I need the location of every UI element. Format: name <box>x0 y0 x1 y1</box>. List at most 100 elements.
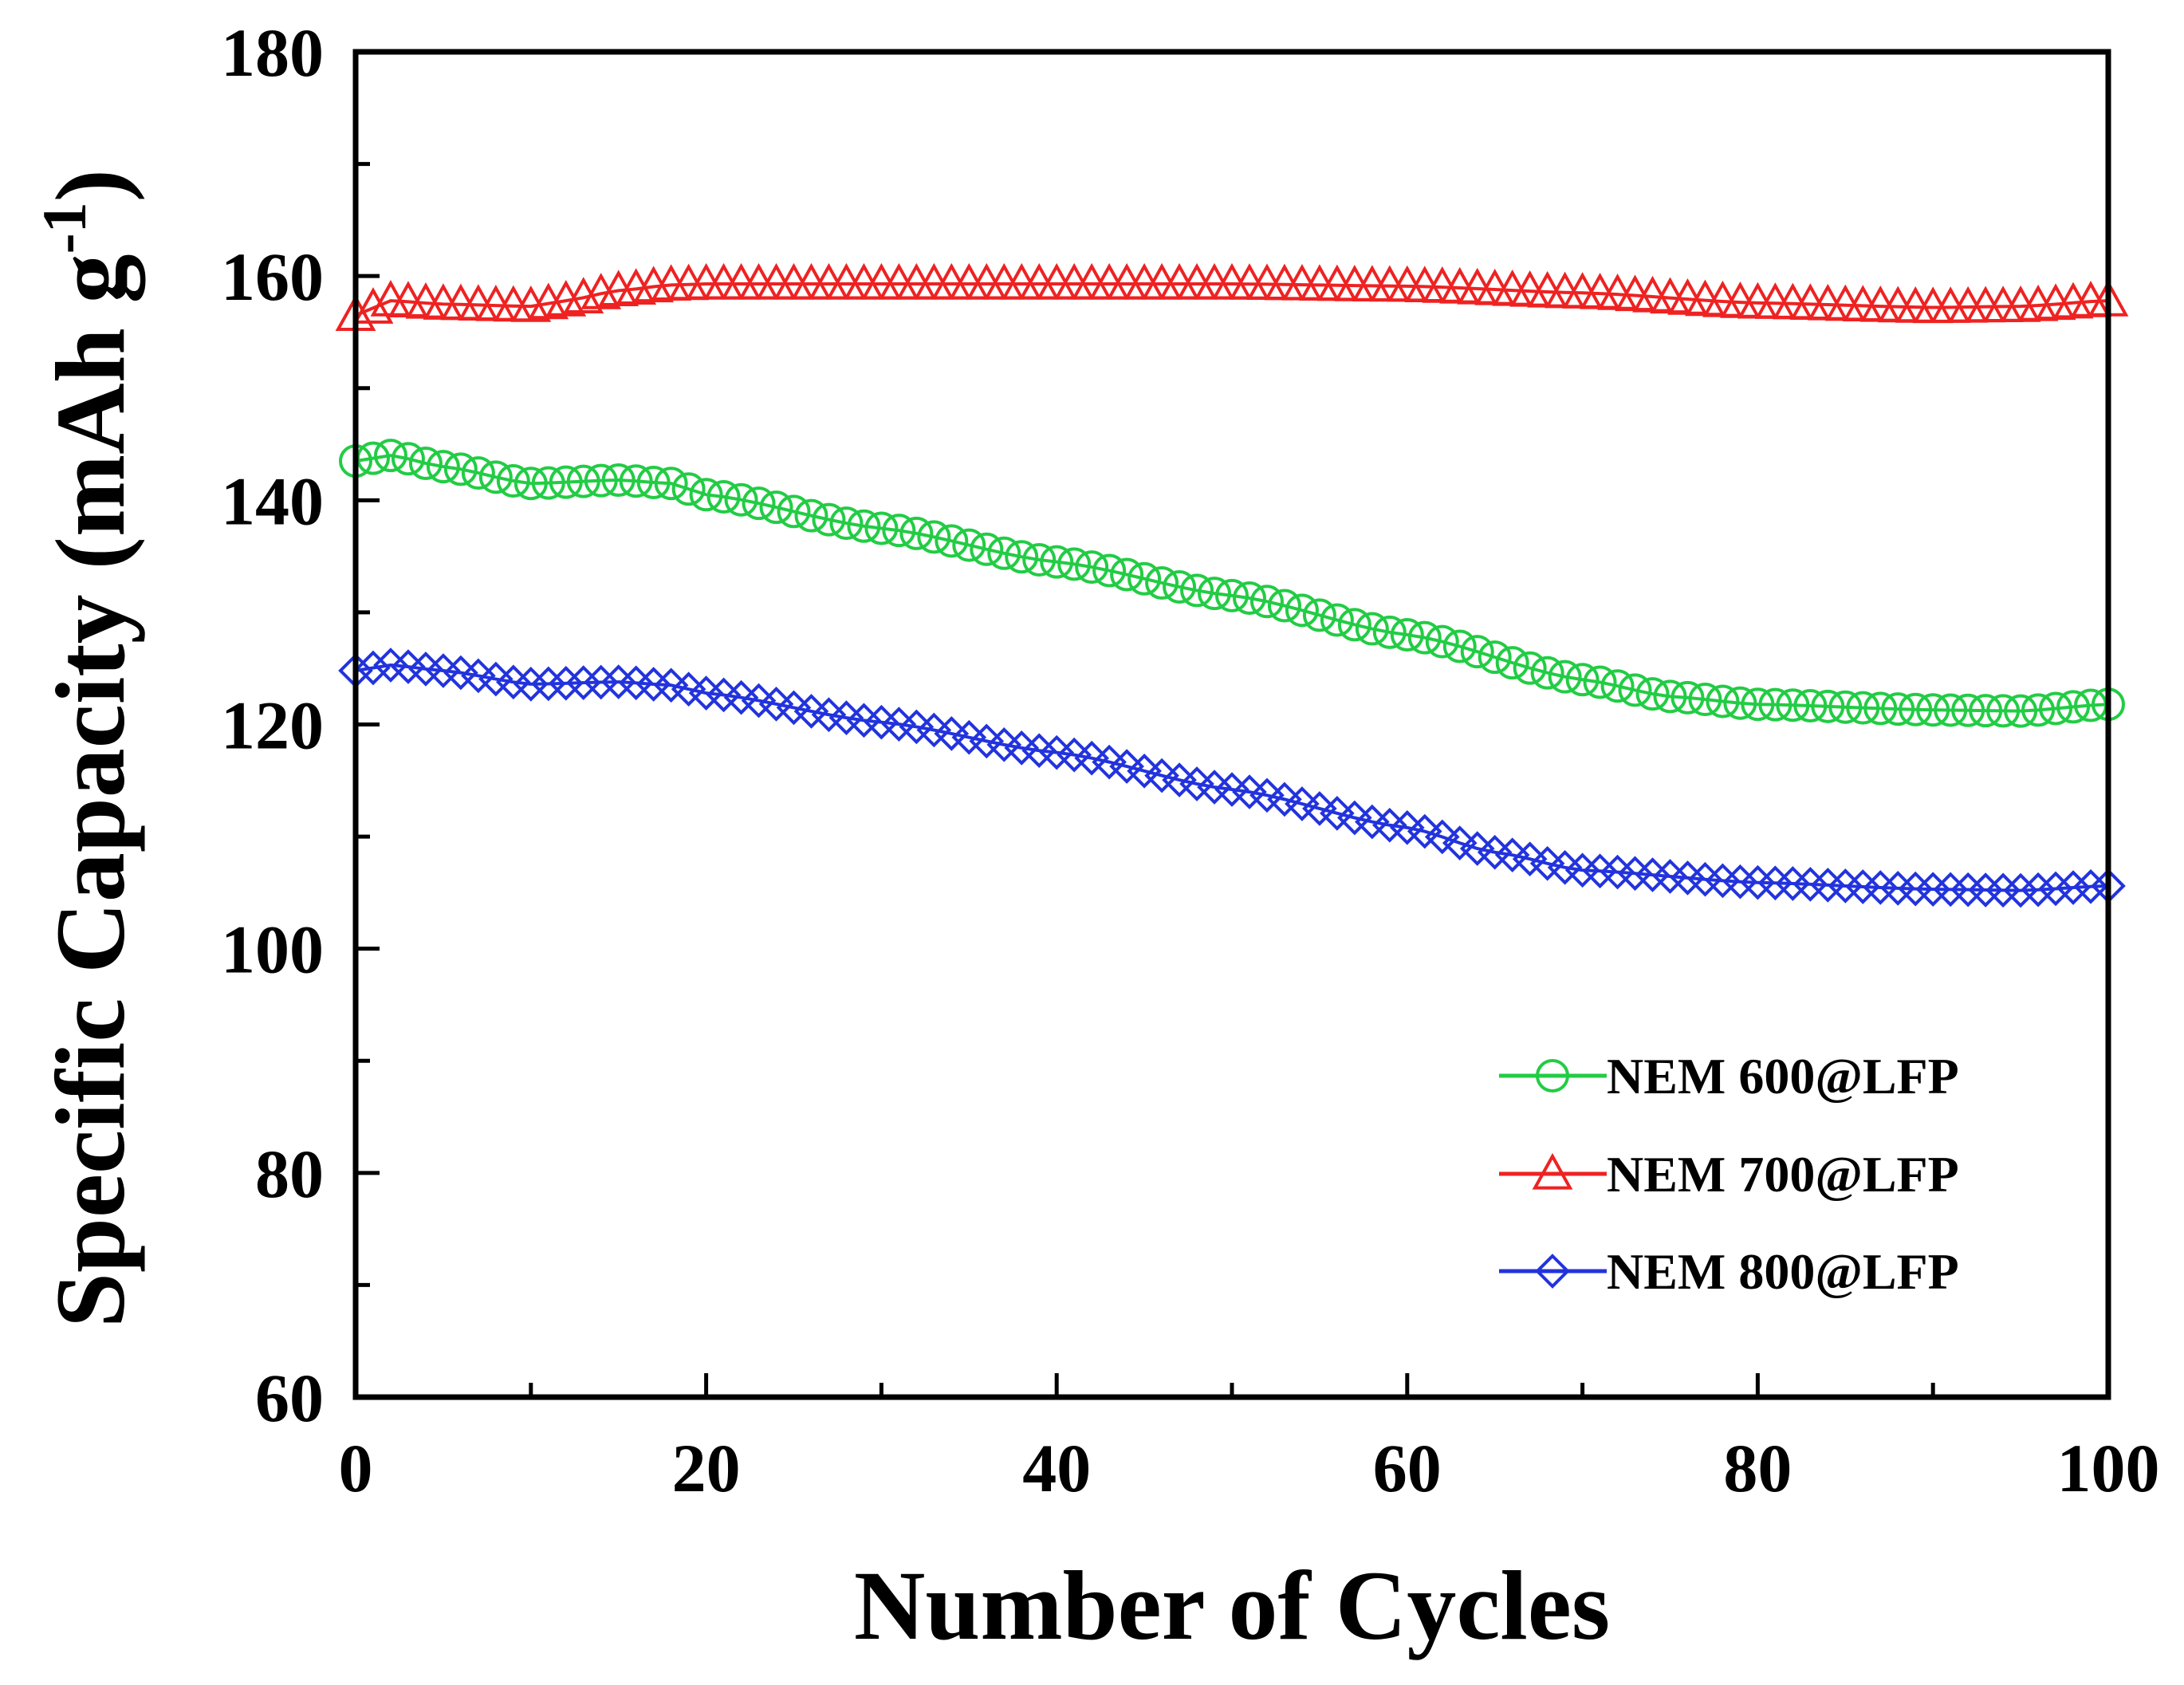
legend-swatch-marker <box>1536 1059 1569 1092</box>
data-point <box>809 262 849 300</box>
data-point <box>1005 540 1039 574</box>
data-point <box>1513 651 1547 685</box>
series-line <box>355 663 2109 892</box>
data-point <box>461 456 495 490</box>
data-point <box>759 490 793 525</box>
data-point <box>601 463 636 498</box>
data-point <box>352 287 394 324</box>
data-point <box>478 460 513 494</box>
data-point <box>1211 262 1253 300</box>
data-point <box>773 262 814 300</box>
data-point <box>1688 683 1722 717</box>
data-point <box>1548 659 1582 694</box>
legend-item: NEM 700@LFP <box>1499 1146 1959 1203</box>
data-point <box>861 262 902 300</box>
data-point <box>1176 262 1218 300</box>
data-point <box>970 532 1004 566</box>
series-line <box>355 454 2109 713</box>
data-point <box>1053 262 1095 300</box>
data-point <box>738 262 779 300</box>
data-point <box>1565 663 1600 697</box>
data-point <box>829 506 864 541</box>
y-tick-label: 120 <box>221 687 324 764</box>
data-point <box>671 472 706 506</box>
data-point <box>1246 263 1288 301</box>
data-point <box>1635 677 1670 711</box>
data-point <box>864 511 899 545</box>
data-point <box>356 650 391 686</box>
data-point <box>1811 689 1845 723</box>
data-point <box>724 482 758 517</box>
data-point <box>791 262 832 300</box>
data-point <box>1106 262 1147 300</box>
data-point <box>1758 687 1792 722</box>
legend-swatch-marker <box>1532 1152 1573 1190</box>
data-point <box>931 262 972 300</box>
legend-label: NEM 800@LFP <box>1607 1243 1959 1300</box>
y-axis-title-superscript: -1 <box>30 202 99 254</box>
data-point <box>1320 603 1354 637</box>
series-3 <box>338 648 2126 908</box>
data-point <box>686 262 726 300</box>
data-point <box>1653 679 1687 714</box>
data-point <box>408 446 443 480</box>
data-point <box>1355 612 1389 646</box>
data-point <box>878 262 919 300</box>
data-point <box>952 528 986 562</box>
data-point <box>1950 872 1985 907</box>
data-point <box>1424 819 1460 855</box>
data-point <box>1145 565 1179 600</box>
data-point <box>1478 640 1512 675</box>
data-point <box>812 502 846 537</box>
data-point <box>1915 872 1951 907</box>
data-point <box>1828 690 1863 724</box>
data-point <box>1442 825 1478 860</box>
y-tick-label: 160 <box>221 238 324 315</box>
data-point <box>1180 573 1214 608</box>
data-point <box>1390 618 1424 652</box>
data-point <box>1846 691 1880 725</box>
data-point <box>983 262 1025 300</box>
data-point <box>1951 693 1985 727</box>
data-point <box>895 262 937 300</box>
data-point <box>1793 689 1828 723</box>
data-point <box>899 516 934 550</box>
y-tick-label: 180 <box>221 14 324 91</box>
y-tick-label: 80 <box>255 1136 324 1212</box>
data-point <box>1022 542 1057 577</box>
data-point <box>689 478 723 512</box>
data-point <box>1036 262 1077 300</box>
data-point <box>2039 691 2073 726</box>
data-point <box>391 442 425 476</box>
data-point <box>1618 673 1652 707</box>
data-point <box>1057 547 1092 581</box>
data-point <box>1194 262 1235 300</box>
y-axis-title-main: Specific Capacity (mAh g <box>36 254 146 1328</box>
data-point <box>1088 262 1130 300</box>
x-tick-label: 60 <box>1373 1430 1442 1506</box>
data-point <box>373 439 407 473</box>
data-point <box>1071 262 1112 300</box>
data-point <box>1723 686 1757 720</box>
data-point <box>2021 872 2056 907</box>
data-point <box>1215 578 1249 612</box>
data-point <box>514 467 548 501</box>
data-point <box>1916 693 1950 727</box>
data-point <box>1600 669 1635 703</box>
data-point <box>1495 646 1529 680</box>
y-axis-title-close: ) <box>36 169 145 202</box>
data-point <box>549 465 583 499</box>
legend-label: NEM 700@LFP <box>1607 1146 1959 1203</box>
data-point <box>654 467 688 501</box>
data-point <box>1198 577 1232 611</box>
data-point <box>2038 871 2073 907</box>
x-tick-label: 40 <box>1022 1430 1091 1506</box>
data-point <box>1933 872 1969 907</box>
data-point <box>1934 693 1968 727</box>
data-point <box>935 524 969 558</box>
data-point <box>1267 589 1301 623</box>
data-point <box>1863 691 1898 726</box>
data-point <box>2056 690 2091 724</box>
data-point <box>1018 262 1060 300</box>
